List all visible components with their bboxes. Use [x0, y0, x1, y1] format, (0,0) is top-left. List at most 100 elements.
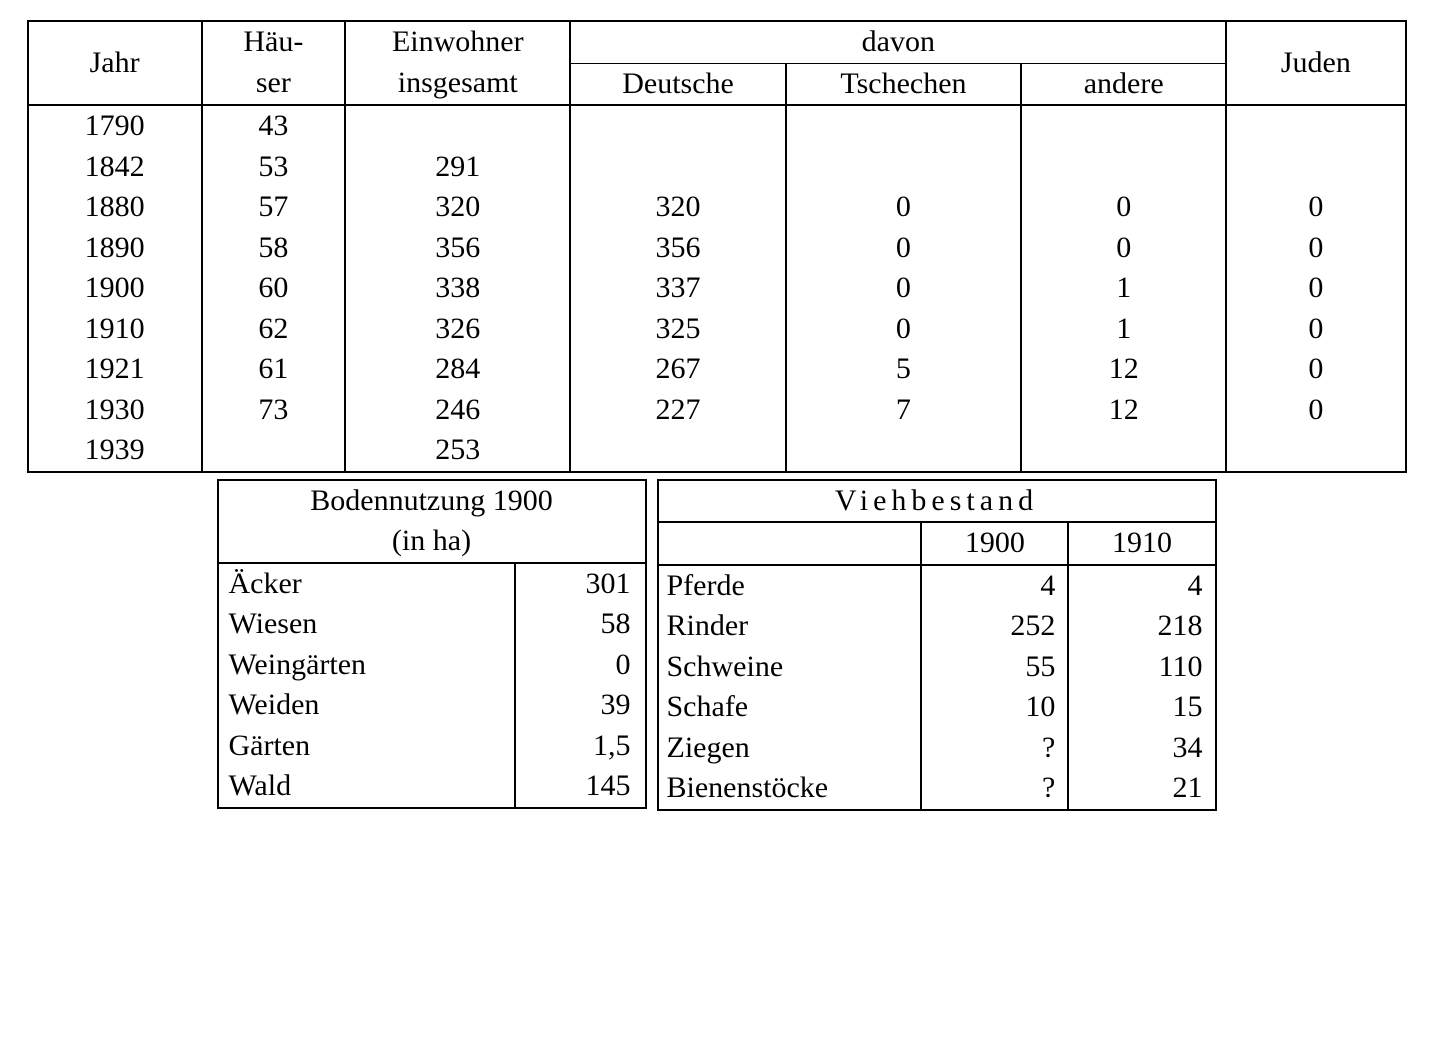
cell-jahr: 1842 — [28, 147, 202, 188]
vieh-1900: 10 — [921, 687, 1068, 728]
boden-value: 145 — [515, 766, 645, 808]
boden-value: 39 — [515, 685, 645, 726]
cell-deutsche — [570, 105, 785, 147]
boden-label: Wald — [218, 766, 516, 808]
boden-title-l2: (in ha) — [218, 521, 646, 563]
vieh-label: Schweine — [658, 647, 922, 688]
cell-deutsche — [570, 147, 785, 188]
cell-haus: 53 — [202, 147, 345, 188]
cell-tschechen — [786, 147, 1022, 188]
vieh-1910: 218 — [1068, 606, 1215, 647]
cell-jahr: 1910 — [28, 309, 202, 350]
cell-tschechen: 0 — [786, 187, 1022, 228]
cell-jahr: 1900 — [28, 268, 202, 309]
cell-einw: 326 — [345, 309, 570, 350]
cell-jahr: 1790 — [28, 105, 202, 147]
vieh-label: Bienenstöcke — [658, 768, 922, 810]
cell-einw: 291 — [345, 147, 570, 188]
vieh-1900: 4 — [921, 565, 1068, 607]
cell-deutsche: 227 — [570, 390, 785, 431]
col-header-einw-l2: insgesamt — [345, 63, 570, 105]
vieh-label: Schafe — [658, 687, 922, 728]
cell-haus: 57 — [202, 187, 345, 228]
boden-label: Wiesen — [218, 604, 516, 645]
cell-andere: 1 — [1021, 309, 1226, 350]
vieh-1900: 252 — [921, 606, 1068, 647]
cell-einw — [345, 105, 570, 147]
vieh-year-1900: 1900 — [921, 522, 1068, 565]
cell-haus: 58 — [202, 228, 345, 269]
cell-andere: 12 — [1021, 390, 1226, 431]
vieh-title: Viehbestand — [658, 480, 1216, 523]
viehbestand-table: Viehbestand 1900 1910 Pferde44Rinder2522… — [657, 479, 1217, 811]
col-header-tschechen: Tschechen — [786, 63, 1022, 105]
vieh-1900: ? — [921, 768, 1068, 810]
boden-label: Gärten — [218, 726, 516, 767]
cell-jahr: 1890 — [28, 228, 202, 269]
vieh-1910: 34 — [1068, 728, 1215, 769]
cell-tschechen: 5 — [786, 349, 1022, 390]
boden-value: 58 — [515, 604, 645, 645]
cell-juden — [1226, 147, 1405, 188]
col-header-davon: davon — [570, 21, 1226, 63]
vieh-label: Rinder — [658, 606, 922, 647]
cell-andere — [1021, 105, 1226, 147]
cell-deutsche: 356 — [570, 228, 785, 269]
cell-tschechen — [786, 105, 1022, 147]
cell-juden: 0 — [1226, 268, 1405, 309]
cell-tschechen: 0 — [786, 309, 1022, 350]
boden-value: 0 — [515, 645, 645, 686]
cell-juden: 0 — [1226, 187, 1405, 228]
cell-juden: 0 — [1226, 309, 1405, 350]
cell-juden — [1226, 105, 1405, 147]
col-header-hauser-l1: Häu- — [202, 21, 345, 63]
cell-haus: 62 — [202, 309, 345, 350]
boden-label: Weiden — [218, 685, 516, 726]
boden-title-l1: Bodennutzung 1900 — [218, 480, 646, 522]
col-header-andere: andere — [1021, 63, 1226, 105]
cell-deutsche: 320 — [570, 187, 785, 228]
col-header-juden: Juden — [1226, 21, 1405, 105]
col-header-hauser-l2: ser — [202, 63, 345, 105]
cell-andere: 0 — [1021, 228, 1226, 269]
cell-einw: 253 — [345, 430, 570, 472]
cell-einw: 338 — [345, 268, 570, 309]
cell-deutsche: 337 — [570, 268, 785, 309]
cell-haus: 60 — [202, 268, 345, 309]
cell-tschechen: 0 — [786, 268, 1022, 309]
cell-deutsche — [570, 430, 785, 472]
boden-label: Weingärten — [218, 645, 516, 686]
cell-juden: 0 — [1226, 349, 1405, 390]
cell-andere — [1021, 147, 1226, 188]
cell-juden: 0 — [1226, 390, 1405, 431]
cell-tschechen: 7 — [786, 390, 1022, 431]
cell-haus: 43 — [202, 105, 345, 147]
cell-andere: 0 — [1021, 187, 1226, 228]
cell-einw: 284 — [345, 349, 570, 390]
col-header-einw-l1: Einwohner — [345, 21, 570, 63]
cell-andere: 1 — [1021, 268, 1226, 309]
vieh-1910: 21 — [1068, 768, 1215, 810]
vieh-1910: 4 — [1068, 565, 1215, 607]
cell-einw: 356 — [345, 228, 570, 269]
cell-tschechen — [786, 430, 1022, 472]
vieh-year-1910: 1910 — [1068, 522, 1215, 565]
population-table: Jahr Häu- Einwohner davon Juden ser insg… — [27, 20, 1407, 473]
cell-jahr: 1930 — [28, 390, 202, 431]
cell-haus — [202, 430, 345, 472]
cell-andere: 12 — [1021, 349, 1226, 390]
boden-value: 301 — [515, 563, 645, 605]
boden-label: Äcker — [218, 563, 516, 605]
cell-andere — [1021, 430, 1226, 472]
vieh-label: Pferde — [658, 565, 922, 607]
cell-deutsche: 325 — [570, 309, 785, 350]
cell-einw: 246 — [345, 390, 570, 431]
col-header-jahr: Jahr — [28, 21, 202, 105]
vieh-1900: ? — [921, 728, 1068, 769]
cell-jahr: 1939 — [28, 430, 202, 472]
bodennutzung-table: Bodennutzung 1900 (in ha) Äcker301Wiesen… — [217, 479, 647, 809]
cell-jahr: 1921 — [28, 349, 202, 390]
cell-einw: 320 — [345, 187, 570, 228]
vieh-1910: 15 — [1068, 687, 1215, 728]
cell-deutsche: 267 — [570, 349, 785, 390]
